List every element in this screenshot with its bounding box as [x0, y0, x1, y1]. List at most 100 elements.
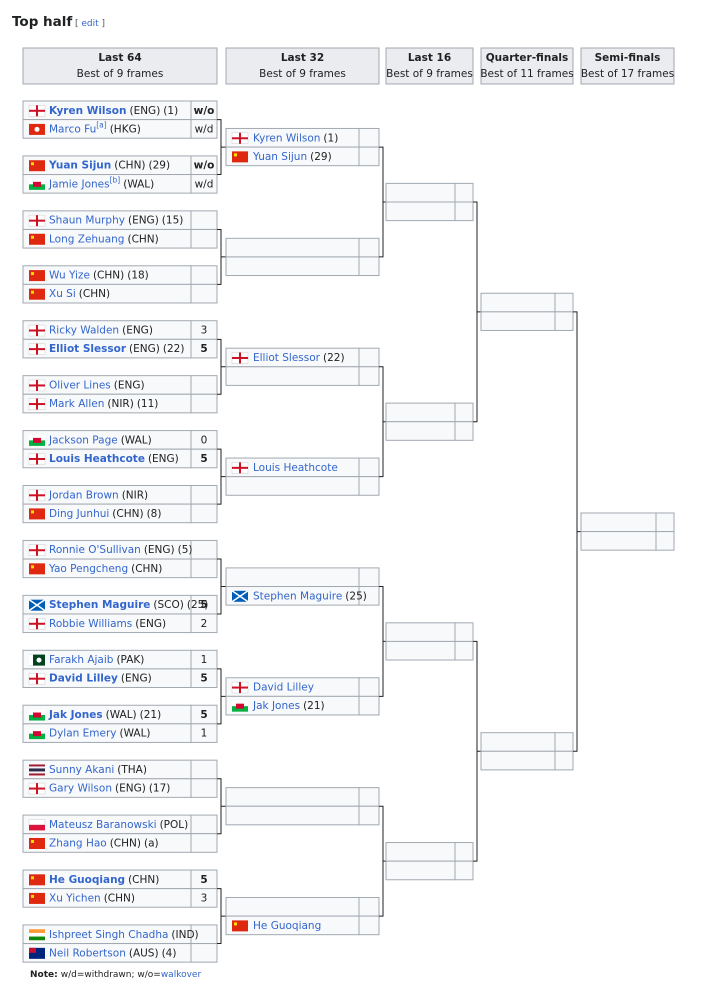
round-header: [580, 47, 675, 85]
player-name[interactable]: Mark Allen: [49, 398, 104, 410]
player-name[interactable]: Neil Robertson: [49, 947, 126, 959]
score-cell: [190, 174, 218, 194]
player-entry: Yao Pengcheng (CHN): [48, 563, 162, 575]
flag: [29, 929, 45, 941]
name-cell: [385, 182, 456, 203]
flag-part: [29, 766, 45, 769]
score-cell: [554, 750, 574, 771]
flag-part: [29, 936, 45, 941]
player-name[interactable]: Elliot Slessor: [49, 343, 127, 355]
flag-part: [29, 178, 45, 185]
footnote[interactable]: [b]: [110, 175, 121, 184]
name-cell: [480, 750, 556, 771]
flag-part: [33, 731, 41, 737]
player-name[interactable]: Oliver Lines: [49, 379, 111, 391]
player-name[interactable]: Xu Yichen: [49, 892, 101, 904]
flag: [29, 874, 45, 886]
player-name[interactable]: Ding Junhui: [49, 508, 109, 520]
nation: (ENG): [129, 105, 160, 117]
flag: [231, 590, 249, 603]
flag-part: [29, 270, 45, 282]
player-name[interactable]: Kyren Wilson: [49, 105, 126, 117]
player-name[interactable]: Jackson Page: [48, 434, 118, 446]
player-name[interactable]: He Guoqiang: [49, 874, 125, 886]
player-name[interactable]: Gary Wilson: [49, 783, 112, 795]
player-name[interactable]: Dylan Emery: [49, 728, 117, 740]
player-name[interactable]: Stephen Maguire: [49, 599, 150, 611]
player-name[interactable]: Shaun Murphy: [49, 215, 125, 227]
player-name[interactable]: Wu Yize: [49, 270, 90, 282]
name-cell: [225, 476, 360, 496]
round-name: Quarter-finals: [486, 52, 569, 64]
player-name[interactable]: Elliot Slessor: [253, 352, 321, 364]
seed: (25): [345, 590, 367, 602]
player-name[interactable]: Farakh Ajaib: [49, 654, 114, 666]
nation: (IND): [171, 929, 198, 941]
flag-part: [232, 466, 248, 469]
player-name[interactable]: Stephen Maguire: [253, 590, 342, 602]
player-entry: Kyren Wilson (ENG) (1): [49, 105, 178, 117]
name-cell: [385, 402, 456, 423]
player-name[interactable]: Sunny Akani: [49, 764, 114, 776]
player-name[interactable]: David Lilley: [49, 673, 118, 685]
player-name[interactable]: Ricky Walden: [49, 325, 119, 337]
note-label: Note:: [30, 970, 58, 980]
player-name[interactable]: Kyren Wilson: [253, 132, 320, 144]
flag: [29, 728, 45, 740]
round-header: [22, 47, 218, 85]
flag-part: [29, 440, 45, 446]
flag-part: [29, 947, 36, 953]
flag-part: [232, 700, 248, 707]
player-name[interactable]: Yuan Sijun: [48, 160, 111, 172]
score-cell: [190, 393, 218, 414]
connector: [473, 640, 481, 862]
player-name[interactable]: Louis Heathcote: [253, 462, 338, 474]
player-name[interactable]: Ishpreet Singh Chadha: [49, 929, 168, 941]
name-cell: [225, 805, 360, 826]
player-name[interactable]: Jamie Jones: [48, 178, 110, 190]
edit[interactable]: edit: [81, 19, 99, 29]
player-entry: Long Zehuang (CHN): [49, 233, 159, 245]
player-name[interactable]: Jak Jones: [252, 700, 300, 712]
flag-part: [31, 894, 34, 898]
footnote[interactable]: [a]: [96, 120, 107, 129]
player-name[interactable]: Robbie Williams: [49, 618, 132, 630]
flag-part: [33, 437, 41, 443]
flag-part: [29, 874, 45, 886]
flag-part: [28, 819, 46, 826]
flag-part: [29, 457, 45, 460]
player-name[interactable]: Mateusz Baranowski: [49, 819, 157, 831]
player-name[interactable]: Jak Jones: [48, 709, 103, 721]
player-name[interactable]: Yao Pengcheng: [48, 563, 128, 575]
flag-part: [28, 599, 46, 612]
player-name[interactable]: Jordan Brown: [48, 489, 119, 501]
name-cell: [225, 787, 360, 807]
player-name[interactable]: Long Zehuang: [49, 233, 124, 245]
note-link[interactable]: walkover: [161, 970, 202, 980]
flag-part: [29, 348, 45, 351]
player-name[interactable]: Ronnie O'Sullivan: [49, 544, 141, 556]
player-name[interactable]: Marco Fu: [49, 123, 96, 135]
flag: [29, 288, 45, 300]
player-name[interactable]: Xu Si: [49, 288, 76, 300]
player-name[interactable]: David Lilley: [253, 682, 314, 694]
player-entry: Jamie Jones[b] (WAL): [48, 175, 154, 190]
round-name: Last 16: [408, 52, 451, 64]
player-entry: Ishpreet Singh Chadha (IND): [49, 929, 199, 941]
edit-link[interactable]: [ edit ]: [75, 19, 105, 29]
name-cell: [385, 622, 456, 642]
nation: (WAL): [121, 434, 152, 446]
player-name[interactable]: Yuan Sijun: [252, 151, 307, 163]
flag: [29, 178, 45, 190]
flag-part: [231, 590, 249, 603]
player-entry: Yuan Sijun (29): [252, 151, 332, 163]
name-cell: [385, 201, 456, 222]
score-cell: [454, 182, 474, 203]
player-name[interactable]: He Guoqiang: [253, 920, 321, 932]
player-entry: Robbie Williams (ENG): [49, 618, 166, 630]
score-cell: [454, 640, 474, 661]
player-name[interactable]: Louis Heathcote: [49, 453, 145, 465]
player-entry: Zhang Hao (CHN) (a): [49, 837, 159, 849]
name-cell: [580, 512, 657, 533]
player-name[interactable]: Zhang Hao: [49, 837, 107, 849]
